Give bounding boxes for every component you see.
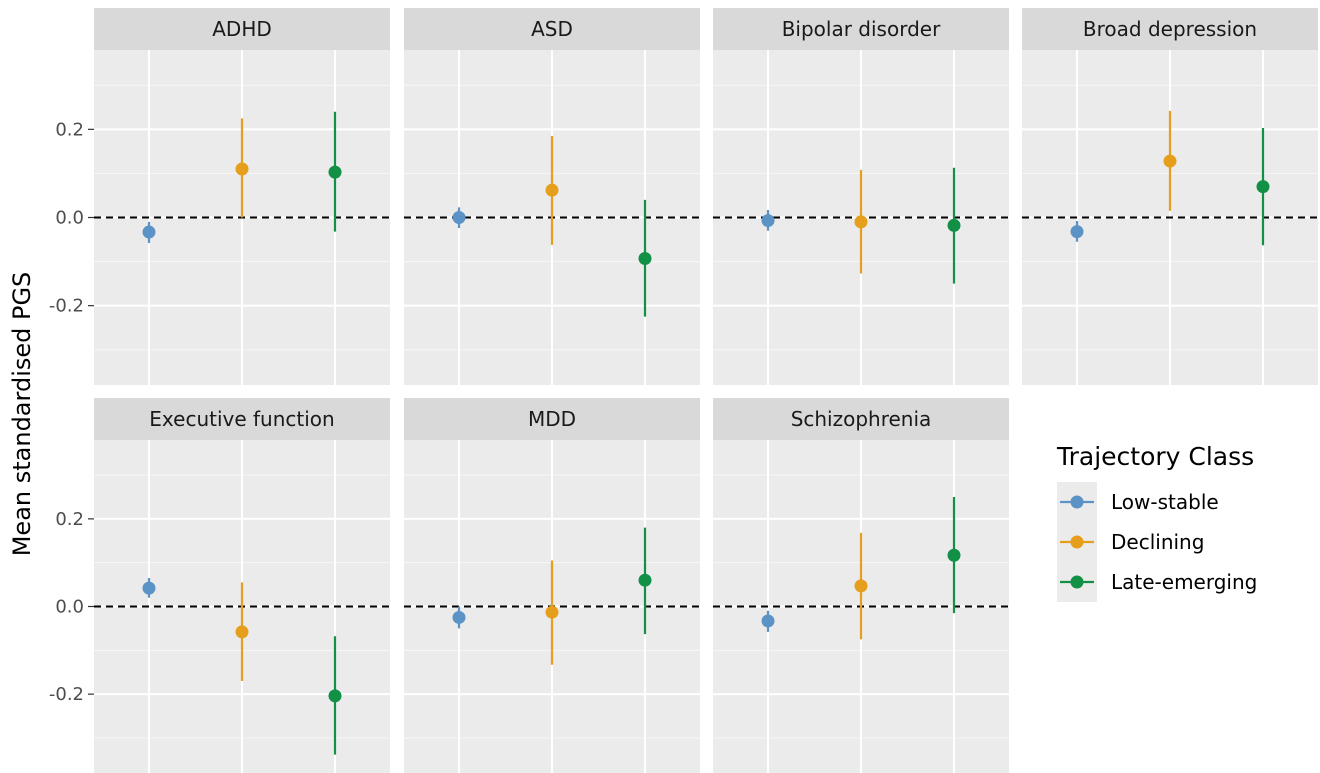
facet-panel-adhd: ADHD — [94, 8, 390, 385]
point-declining — [1163, 154, 1177, 168]
y-tick-label: 0.2 — [55, 509, 84, 530]
point-low-stable — [452, 211, 466, 224]
point-late-emerging — [947, 218, 961, 232]
point-late-emerging — [638, 251, 652, 265]
legend-key-point-declining — [1070, 535, 1084, 549]
point-low-stable — [142, 581, 156, 595]
point-late-emerging — [328, 165, 342, 179]
legend-key-point-low-stable — [1070, 495, 1084, 509]
legend-title: Trajectory Class — [1056, 442, 1254, 471]
y-axis-label: Mean standardised PGS — [8, 272, 36, 557]
facet-strip — [404, 8, 700, 50]
point-declining — [235, 625, 249, 639]
facet-title: Broad depression — [1083, 17, 1257, 41]
facet-title: Executive function — [149, 407, 334, 431]
facet-strip — [713, 8, 1009, 50]
legend-label-low-stable: Low-stable — [1111, 490, 1219, 514]
point-late-emerging — [947, 548, 961, 562]
point-low-stable — [1070, 225, 1084, 239]
facet-panel-executive-function: Executive function — [94, 398, 390, 773]
point-low-stable — [452, 610, 466, 624]
y-tick-label: -0.2 — [49, 296, 84, 317]
facet-panel-mdd: MDD — [404, 398, 700, 773]
point-late-emerging — [638, 573, 652, 587]
facet-title: ASD — [531, 17, 573, 41]
y-tick-label: 0.0 — [55, 208, 84, 229]
point-declining — [854, 579, 868, 593]
legend-label-declining: Declining — [1111, 530, 1204, 554]
point-late-emerging — [1256, 180, 1270, 194]
facet-panel-broad-depression: Broad depression — [1022, 8, 1318, 385]
facet-strip — [404, 398, 700, 440]
y-tick-label: 0.2 — [55, 119, 84, 140]
facet-title: MDD — [528, 407, 576, 431]
point-declining — [545, 183, 559, 197]
point-late-emerging — [328, 689, 342, 703]
facet-panel-schizophrenia: Schizophrenia — [713, 398, 1009, 773]
y-tick-label: -0.2 — [49, 684, 84, 705]
facet-strip — [94, 8, 390, 50]
legend: Trajectory Class Low-stable Declining Late-… — [1056, 442, 1257, 602]
point-low-stable — [761, 614, 775, 628]
point-low-stable — [142, 225, 156, 239]
point-declining — [545, 605, 559, 619]
legend-label-late-emerging: Late-emerging — [1111, 570, 1257, 594]
facet-panel-bipolar-disorder: Bipolar disorder — [713, 8, 1009, 385]
point-declining — [854, 215, 868, 229]
facet-strip — [94, 398, 390, 440]
facet-panel-asd: ASD — [404, 8, 700, 385]
point-declining — [235, 162, 249, 176]
y-tick-label: 0.0 — [55, 597, 84, 618]
facet-title: ADHD — [212, 17, 272, 41]
legend-key-point-late-emerging — [1070, 575, 1084, 589]
facet-title: Bipolar disorder — [782, 17, 941, 41]
point-low-stable — [761, 214, 775, 228]
facet-strip — [713, 398, 1009, 440]
facet-strip — [1022, 8, 1318, 50]
facet-title: Schizophrenia — [791, 407, 932, 431]
